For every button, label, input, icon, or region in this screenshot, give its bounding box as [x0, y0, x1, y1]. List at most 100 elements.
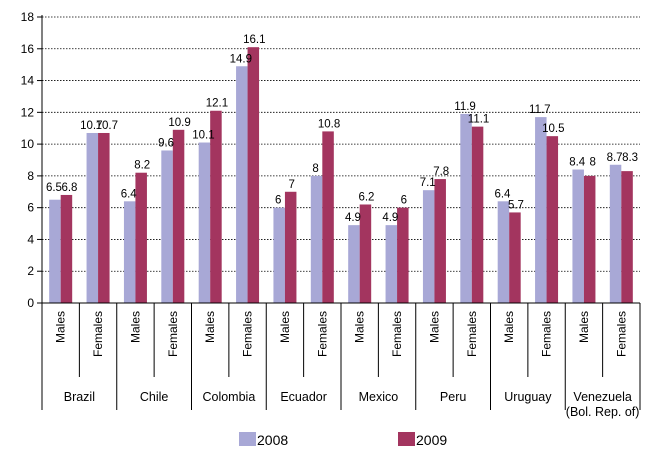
subcategory-label: Females [241, 311, 255, 357]
bar-2008-ecuador-males [273, 207, 285, 303]
data-label-2008: 6 [275, 195, 281, 207]
data-label-2009: 8 [589, 157, 595, 169]
legend-label-2008: 2008 [257, 432, 288, 448]
data-label-2009: 12.1 [206, 98, 228, 110]
bar-2009-peru-females [471, 126, 484, 303]
bar-2009-brazil-females [98, 132, 110, 303]
subcategory-label: Females [465, 311, 479, 357]
y-tick-label: 0 [27, 296, 34, 310]
data-label-2008: 6.4 [121, 188, 138, 200]
bar-2009-peru-males [434, 179, 446, 303]
data-label-2008: 11.9 [454, 101, 476, 113]
data-label-2009: 7 [288, 179, 294, 191]
y-tick-label: 4 [27, 232, 34, 246]
category-label: Chile [140, 390, 169, 404]
bar-2009-mexico-females [397, 207, 409, 303]
bar-2009-venezuela-females [621, 171, 633, 303]
bar-2009-colombia-females [247, 47, 260, 303]
y-tick-label: 2 [27, 264, 34, 278]
y-tick-label: 8 [27, 169, 34, 183]
category-sublabel: (Bol. Rep. of) [566, 405, 640, 419]
data-label-2009: 6.2 [358, 191, 374, 203]
legend-swatch-2009 [398, 432, 415, 446]
data-label-2009: 16.1 [243, 34, 265, 46]
data-label-2008: 10.7 [80, 120, 102, 132]
legend-swatch-2008 [239, 432, 256, 446]
subcategory-label: Males [353, 311, 367, 343]
category-label: Colombia [202, 390, 255, 404]
data-label-2008: 8.4 [569, 157, 586, 169]
y-tick-label: 14 [21, 74, 35, 88]
category-label: Peru [440, 390, 466, 404]
subcategory-label: Males [427, 311, 441, 343]
bar-2009-venezuela-males [583, 175, 596, 303]
data-label-2008: 8 [312, 163, 318, 175]
subcategory-label: Males [577, 311, 591, 343]
bar-2009-uruguay-males [509, 212, 521, 303]
bar-2008-colombia-females [236, 66, 248, 303]
subcategory-label: Males [54, 311, 68, 343]
data-label-2008: 14.9 [230, 53, 252, 65]
category-label: Venezuela [573, 390, 631, 404]
data-label-2008: 6.5 [46, 182, 62, 194]
data-label-2009: 7.8 [433, 166, 449, 178]
bar-2009-ecuador-females [322, 131, 334, 303]
data-label-2009: 6.8 [61, 182, 77, 194]
subcategory-label: Females [166, 311, 180, 357]
subcategory-label: Males [502, 311, 516, 343]
category-label: Mexico [359, 390, 399, 404]
data-label-2009: 10.9 [168, 117, 190, 129]
data-label-2008: 11.7 [529, 104, 551, 116]
bar-2008-peru-females [460, 113, 472, 303]
legend-label-2009: 2009 [416, 432, 447, 448]
subcategory-label: Females [540, 311, 554, 357]
data-label-2009: 10.7 [96, 120, 118, 132]
bar-2008-venezuela-females [609, 164, 622, 303]
bar-2008-mexico-males [348, 225, 360, 303]
subcategory-label: Males [278, 311, 292, 343]
bar-2008-uruguay-females [535, 117, 547, 303]
data-label-2009: 8.2 [134, 160, 150, 172]
data-label-2008: 4.9 [382, 212, 398, 224]
category-label: Brazil [64, 390, 95, 404]
bar-2008-venezuela-males [572, 169, 584, 303]
subcategory-label: Females [315, 311, 329, 357]
bar-2009-colombia-males [210, 110, 222, 303]
data-label-2009: 8.3 [622, 152, 638, 164]
bar-2009-brazil-males [60, 194, 73, 303]
data-label-2008: 7.1 [420, 177, 436, 189]
y-tick-label: 16 [21, 42, 35, 56]
bar-2008-brazil-males [49, 199, 61, 303]
category-label: Ecuador [280, 390, 327, 404]
subcategory-label: Females [614, 311, 628, 357]
bar-2008-peru-males [422, 190, 435, 303]
bar-2008-colombia-males [198, 142, 211, 303]
subcategory-label: Males [203, 311, 217, 343]
subcategory-label: Females [390, 311, 404, 357]
data-label-2008: 9.6 [158, 137, 174, 149]
data-label-2008: 10.1 [192, 130, 214, 142]
bar-2009-mexico-males [359, 204, 372, 303]
y-tick-label: 18 [21, 10, 35, 24]
data-label-2009: 6 [401, 195, 407, 207]
bar-2008-brazil-females [86, 132, 99, 303]
y-tick-label: 6 [27, 201, 34, 215]
data-label-2009: 11.1 [468, 114, 490, 126]
bar-2008-uruguay-males [497, 201, 510, 303]
bar-2008-mexico-females [385, 225, 398, 303]
bar-2008-chile-females [161, 150, 173, 303]
subcategory-label: Males [128, 311, 142, 343]
bar-2009-ecuador-males [284, 191, 297, 303]
category-label: Uruguay [504, 390, 552, 404]
data-label-2009: 5.7 [508, 199, 524, 211]
data-label-2008: 6.4 [494, 188, 511, 200]
bar-2009-chile-males [135, 172, 147, 303]
y-tick-label: 12 [21, 105, 35, 119]
subcategory-label: Females [91, 311, 105, 357]
bar-2008-ecuador-females [310, 175, 323, 303]
bar-2009-chile-females [172, 129, 185, 303]
bar-2008-chile-males [123, 201, 136, 303]
data-label-2009: 10.8 [318, 118, 340, 130]
data-label-2008: 4.9 [345, 212, 361, 224]
